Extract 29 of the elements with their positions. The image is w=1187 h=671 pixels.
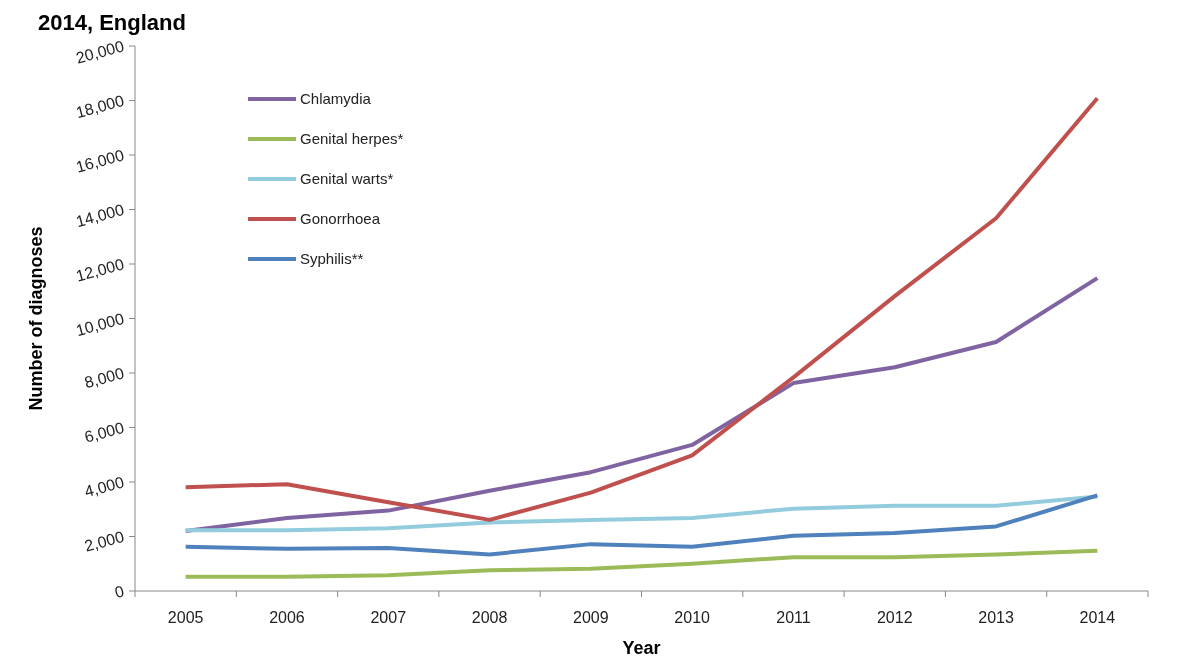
y-tick-label: 18,000 (74, 91, 126, 122)
chart-title: 2014, England (38, 10, 186, 35)
y-axis-title: Number of diagnoses (26, 226, 46, 411)
y-tick-label: 0 (112, 582, 126, 602)
y-tick-label: 20,000 (74, 37, 126, 67)
x-tick-label: 2014 (1079, 609, 1116, 626)
legend-label: Chlamydia (300, 90, 372, 107)
y-tick-label: 10,000 (74, 309, 126, 340)
x-tick-label: 2007 (370, 609, 407, 626)
legend-label: Gonorrhoea (300, 210, 381, 227)
x-tick-label: 2008 (471, 609, 508, 626)
y-tick-label: 6,000 (82, 418, 126, 446)
x-tick-label: 2005 (167, 609, 204, 626)
y-tick-label: 8,000 (82, 364, 126, 392)
x-tick-label: 2013 (978, 609, 1014, 626)
legend-label: Genital herpes* (300, 130, 404, 147)
y-tick-label: 14,000 (74, 200, 126, 231)
x-tick-label: 2010 (674, 609, 711, 626)
x-tick-label: 2006 (269, 609, 305, 626)
y-tick-label: 16,000 (74, 146, 126, 176)
x-tick-label: 2009 (573, 609, 609, 626)
y-tick-label: 4,000 (82, 473, 126, 501)
x-axis-title: Year (622, 638, 661, 658)
x-tick-label: 2012 (876, 609, 913, 626)
y-tick-label: 2,000 (82, 527, 126, 555)
legend-label: Genital warts* (300, 170, 394, 187)
y-tick-label: 12,000 (74, 255, 126, 285)
x-tick-label: 2011 (776, 609, 811, 626)
legend-label: Syphilis** (300, 250, 364, 267)
